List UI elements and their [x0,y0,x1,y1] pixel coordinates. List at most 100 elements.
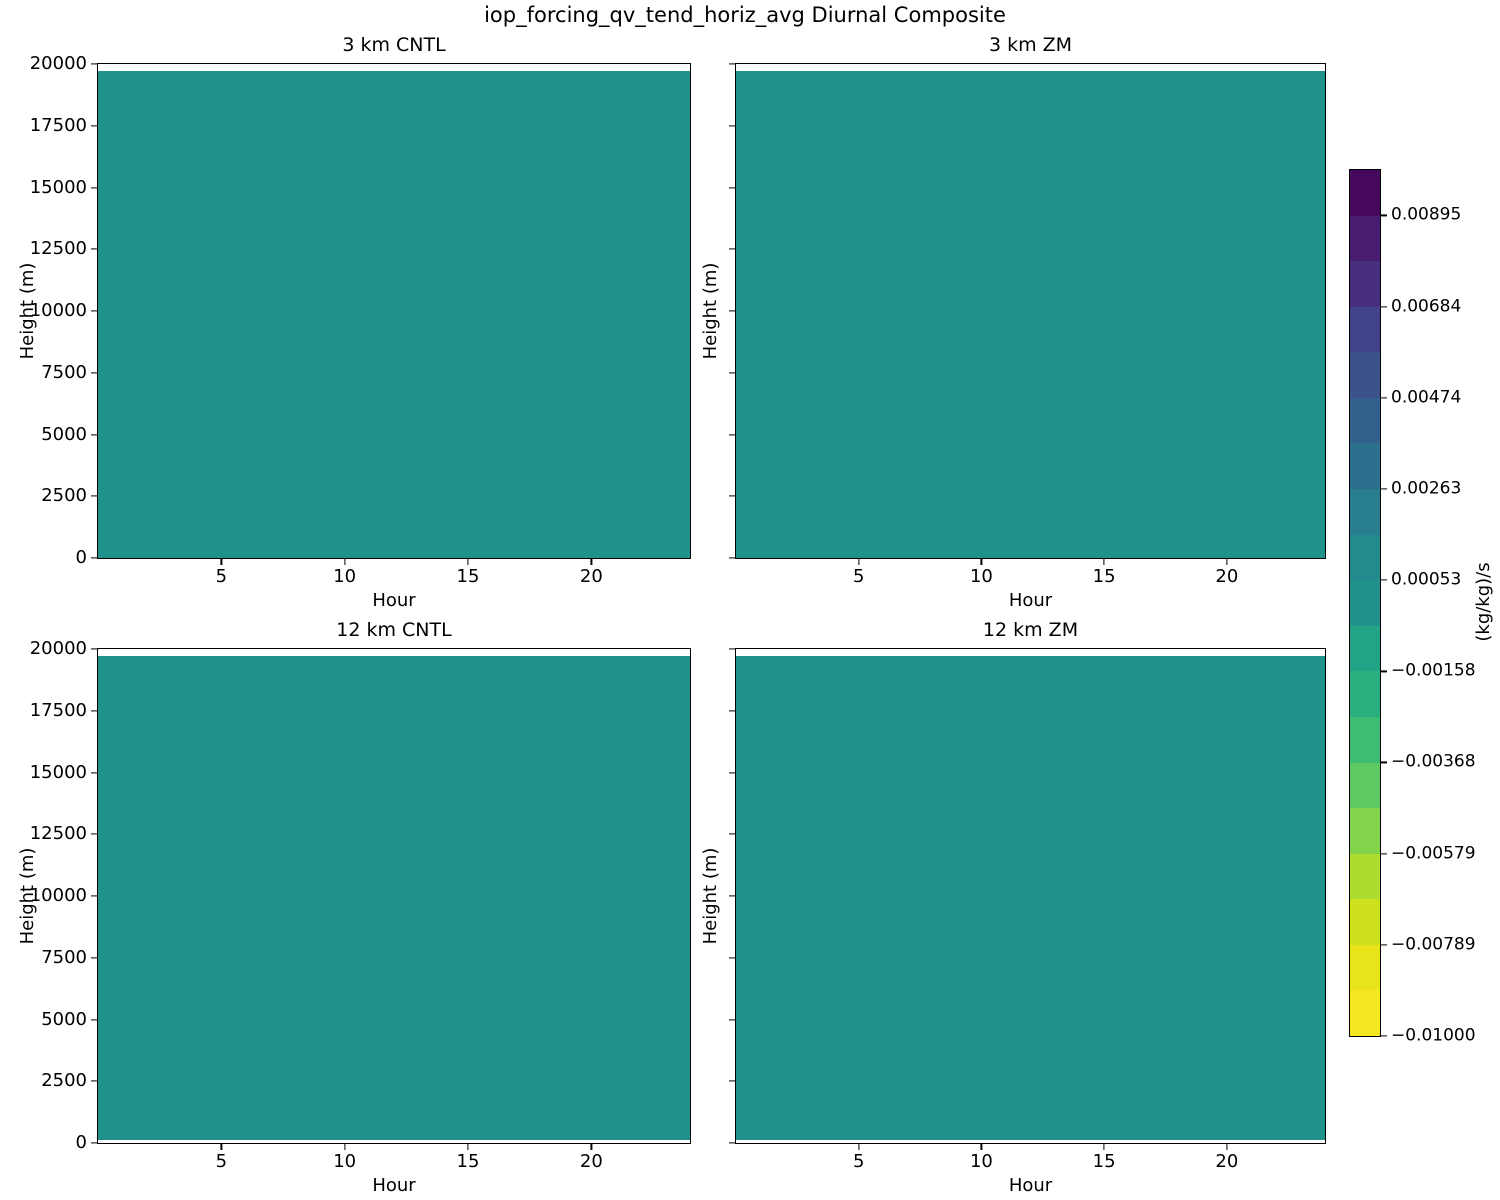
y-tick-label: 15000 [29,176,87,198]
colorbar-tick-label: −0.00368 [1391,751,1476,772]
colorbar-tick-label: −0.00158 [1391,660,1476,681]
colorbar-band [1350,944,1380,991]
colorbar-band [1350,853,1380,900]
y-tick-label: 12500 [29,823,87,845]
colorbar-tick-label: −0.01000 [1391,1025,1476,1046]
colorbar-band [1350,443,1380,490]
x-tick-label: 10 [333,1151,357,1172]
y-tick [91,495,98,497]
y-tick [729,1018,736,1021]
y-tick [91,248,98,250]
y-tick [729,372,736,374]
x-axis-label: Hour [1008,590,1053,611]
y-tick-label: 10000 [29,300,87,321]
y-tick [729,248,736,250]
y-tick [91,125,98,127]
x-tick-label: 20 [579,1151,603,1172]
x-tick [590,558,592,565]
x-tick [1103,1143,1105,1150]
colorbar-tick [1381,853,1387,855]
colorbar-tick [1381,761,1387,763]
figure-title: iop_forcing_qv_tend_horiz_avg Diurnal Co… [484,3,1006,27]
colorbar-tick-label: −0.00789 [1391,934,1476,955]
contourf-fill [736,71,1325,558]
x-tick [1226,558,1228,565]
subplot-title: 12 km ZM [982,619,1079,641]
y-tick [729,557,736,559]
x-tick [344,1143,346,1150]
colorbar-tick [1381,397,1387,399]
colorbar-band [1350,534,1380,581]
colorbar-band [1350,489,1380,535]
y-tick [91,372,98,374]
colorbar-band [1350,808,1380,854]
y-tick [729,433,736,436]
subplot-title: 12 km CNTL [336,619,452,641]
x-tick-label: 15 [456,566,480,587]
x-tick-label: 10 [333,566,357,587]
y-tick [91,771,98,774]
y-tick [729,63,736,65]
x-tick-label: 5 [852,566,865,587]
y-tick [91,833,98,835]
subplot-3km-zm: 3 km ZM Height (m) Hour 5 10 15 20 [700,34,1326,610]
colorbar-band [1350,215,1380,262]
x-tick-label: 5 [852,1151,865,1172]
colorbar-band [1350,716,1380,763]
x-tick [467,1143,469,1150]
y-tick-label: 7500 [41,361,87,383]
y-tick [91,557,98,559]
y-tick [91,648,98,650]
y-tick [729,771,736,774]
colorbar-tick [1381,1035,1387,1037]
contourf-fill [98,656,690,1140]
colorbar-tick [1381,306,1387,308]
colorbar-band [1350,899,1380,945]
colorbar-label: (kg/kg)/s [1473,562,1494,642]
x-axis-label: Hour [1008,1175,1053,1196]
y-tick [729,186,736,189]
x-tick-label: 10 [969,1151,993,1172]
y-tick [91,310,98,312]
x-tick [1226,1143,1228,1150]
x-tick [344,558,346,565]
y-tick-label: 15000 [29,761,87,783]
y-tick-label: 10000 [29,885,87,906]
y-tick [729,648,736,650]
y-tick [729,833,736,835]
colorbar-tick [1381,670,1387,672]
y-tick [729,957,736,959]
x-axis-label: Hour [372,1175,416,1196]
subplot-12km-zm: 12 km ZM Height (m) Hour 5 10 15 20 [700,619,1326,1195]
y-tick-label: 2500 [41,1070,87,1092]
colorbar-band [1350,762,1380,809]
x-tick-label: 20 [1215,1151,1239,1172]
y-tick-label: 12500 [29,238,87,260]
x-tick-label: 15 [456,1151,480,1172]
y-tick [91,63,98,65]
subplot-3km-cntl: 3 km CNTL Height (m) Hour 5 10 15 20 0 2500 50… [17,34,691,610]
y-tick [91,1018,98,1021]
y-tick-label: 5000 [41,423,87,445]
colorbar-band [1350,580,1380,626]
y-tick [91,1080,98,1082]
colorbar-tick-label: 0.00053 [1391,569,1462,590]
colorbar-band [1350,170,1380,216]
subplot-12km-cntl: 12 km CNTL Height (m) Hour 5 10 15 20 0 2500 5… [17,619,691,1195]
colorbar-band [1350,306,1380,353]
x-tick [220,558,222,565]
x-tick-label: 20 [579,566,603,587]
colorbar: 0.00895 0.00684 0.00474 0.00263 0.00053 −0.00… [1349,169,1476,1044]
x-tick [858,1143,860,1150]
y-tick-label: 17500 [29,699,87,721]
colorbar-tick [1381,944,1387,946]
x-tick [980,1143,982,1150]
y-tick [91,1142,98,1144]
colorbar-band [1350,261,1380,307]
colorbar-tick-label: 0.00895 [1391,204,1462,225]
x-tick [467,558,469,565]
x-tick-label: 5 [215,1151,228,1172]
y-tick-label: 20000 [29,638,87,659]
colorbar-tick [1381,579,1387,581]
